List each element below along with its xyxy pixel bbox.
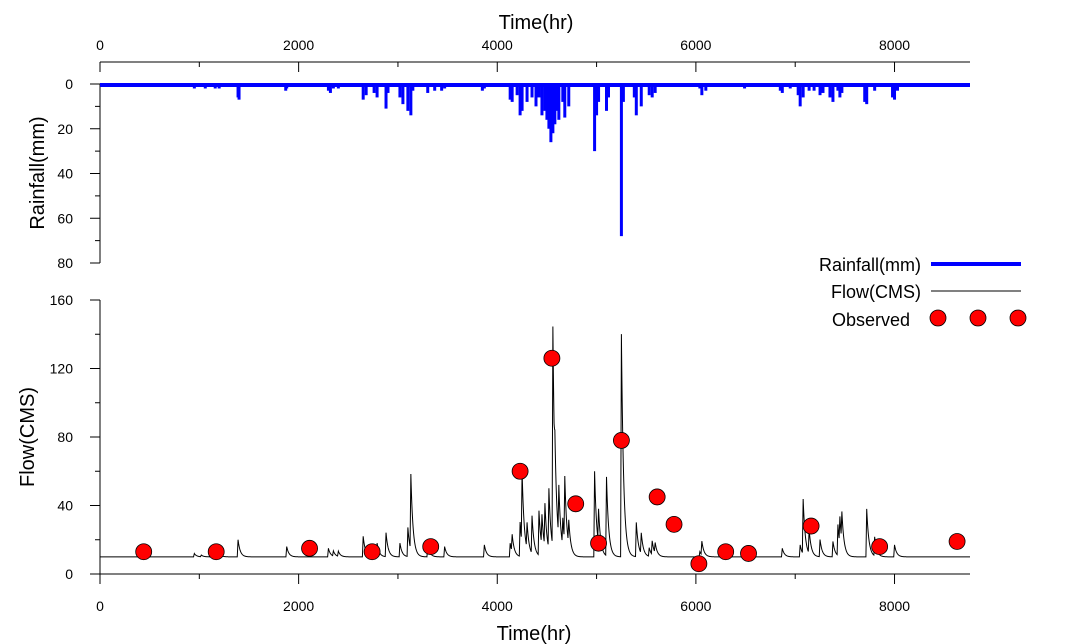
observed-point [567,495,585,513]
flow-series-line [100,326,970,558]
top-axis-tick-label: 4000 [482,37,513,53]
observed-point [135,543,153,561]
top-axis-tick-label: 6000 [680,37,711,53]
top-axis-ticks: 0 2000 4000 6000 8000 [96,37,910,72]
rainfall-bars [100,83,970,237]
bottom-axis-tick-label: 4000 [482,598,513,614]
bottom-axis-tick-label: 8000 [879,598,910,614]
observed-point [363,543,381,561]
observed-points [135,349,966,573]
legend-observed-marker [929,309,947,327]
rainfall-axis-title: Rainfall(mm) [27,116,49,229]
bottom-axis-tick-label: 6000 [680,598,711,614]
top-axis-title: Time(hr) [499,12,574,34]
legend-observed-marker [969,309,987,327]
rainfall-panel: Rainfall(mm) 0 20 40 60 80 [27,76,970,271]
top-time-axis: Time(hr) 0 2000 4000 6000 8000 [96,12,970,72]
top-axis-tick-label: 2000 [283,37,314,53]
observed-point [740,545,757,562]
legend-observed-label: Observed [832,310,910,330]
legend-rainfall-label: Rainfall(mm) [819,255,921,275]
top-axis-tick-label: 8000 [879,37,910,53]
bottom-axis-tick-label: 2000 [283,598,314,614]
legend: Rainfall(mm) Flow(CMS) Observed [819,255,1027,330]
top-axis-tick-label: 0 [96,37,104,53]
rainfall-y-tick-label: 20 [57,121,73,137]
observed-point [590,534,607,552]
rainfall-y-tick-label: 0 [65,76,73,92]
flow-y-ticks: 0 40 80 120 160 [50,292,100,582]
observed-point [648,488,666,506]
rainfall-y-tick-label: 80 [57,255,73,271]
legend-observed-marker [1009,309,1027,327]
bottom-axis-title: Time(hr) [497,623,572,644]
rainfall-y-ticks: 0 20 40 60 80 [57,76,100,271]
observed-point [717,543,735,561]
flow-y-tick-label: 120 [50,361,74,377]
rainfall-y-tick-label: 40 [57,166,73,182]
observed-point [802,517,820,535]
observed-point [301,539,318,557]
observed-point [948,533,966,550]
flow-y-tick-label: 80 [57,429,73,445]
observed-point [690,555,708,573]
observed-point [665,515,683,533]
flow-y-tick-label: 160 [50,292,74,308]
observed-point [207,543,225,561]
legend-flow-label: Flow(CMS) [831,282,921,302]
bottom-axis-ticks: 0 2000 4000 6000 8000 [96,574,910,614]
flow-y-tick-label: 40 [57,498,73,514]
rainfall-y-tick-label: 60 [57,210,73,226]
observed-point [511,462,529,480]
flow-y-tick-label: 0 [65,566,73,582]
observed-point [613,432,630,449]
observed-point [871,538,889,555]
observed-point [543,349,561,367]
bottom-axis-tick-label: 0 [96,598,104,614]
flow-axis-title: Flow(CMS) [17,387,39,487]
observed-point [422,538,440,555]
